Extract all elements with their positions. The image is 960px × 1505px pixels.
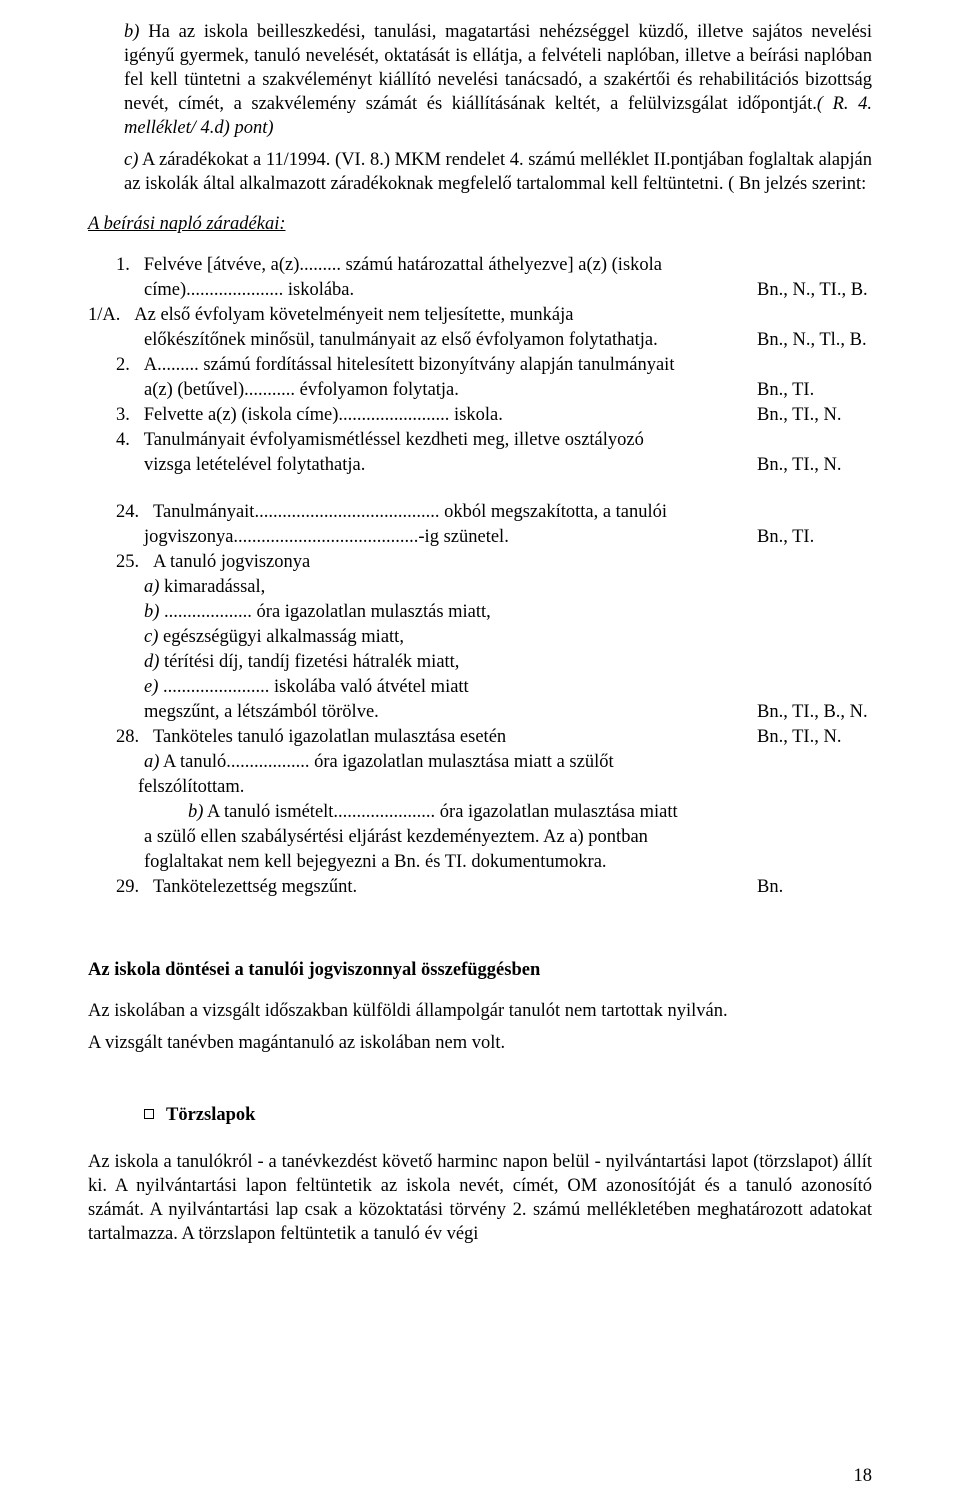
closing: foglaltakat nem kell bejegyezni a Bn. és… bbox=[88, 850, 872, 875]
entry-text: címe)..................... iskolába. bbox=[88, 278, 737, 303]
entry-1-line1: 1. Felvéve [átvéve, a(z)......... számú … bbox=[88, 253, 872, 278]
entry-25-e: e) ....................... iskolába való… bbox=[88, 675, 872, 700]
entry-text: A tanuló jogviszonya bbox=[153, 552, 310, 572]
entry-text: Tanulmányait évfolyamismétléssel kezdhet… bbox=[144, 430, 644, 450]
entry-right: Bn., N., TI., B. bbox=[757, 278, 872, 303]
sub-text: térítési díj, tandíj fizetési hátralék m… bbox=[164, 652, 459, 672]
entry-25-close: megszűnt, a létszámból törölve. Bn., TI.… bbox=[88, 700, 872, 725]
entry-num: 1. bbox=[116, 255, 130, 275]
entry-4-line1: 4. Tanulmányait évfolyamismétléssel kezd… bbox=[88, 428, 872, 453]
entry-text: a(z) (betűvel)........... évfolyamon fol… bbox=[88, 378, 737, 403]
entry-right: Bn. bbox=[757, 875, 872, 900]
entry-text: A......... számú fordítással hitelesítet… bbox=[144, 355, 675, 375]
entry-num: 29. bbox=[116, 877, 139, 897]
sub-text: A tanuló.................. óra igazolatl… bbox=[163, 752, 614, 772]
entry-text: Felvette a(z) (iskola címe).............… bbox=[144, 405, 503, 425]
entry-28-a-close: felszólítottam. bbox=[88, 775, 872, 800]
entry-28-b: b) A tanuló ismételt....................… bbox=[88, 800, 872, 825]
entry-text: Tankötelezettség megszűnt. bbox=[153, 877, 357, 897]
sub-text: ....................... iskolába való át… bbox=[163, 677, 469, 697]
entries-block-2: 24. Tanulmányait........................… bbox=[88, 500, 872, 900]
entry-right: Bn., TI. bbox=[757, 378, 872, 403]
torzslap-label: Törzslapok bbox=[166, 1105, 255, 1125]
label-c: c) bbox=[124, 150, 138, 170]
text-c: A záradékokat a 11/1994. (VI. 8.) MKM re… bbox=[124, 150, 872, 194]
body-line-1: Az iskolában a vizsgált időszakban külfö… bbox=[88, 999, 872, 1023]
entry-2-line1: 2. A......... számú fordítással hitelesí… bbox=[88, 353, 872, 378]
label-b: b) bbox=[124, 22, 139, 42]
section-heading: Az iskola döntései a tanulói jogviszonny… bbox=[88, 960, 872, 981]
closing: felszólítottam. bbox=[88, 775, 872, 800]
entry-text: Az első évfolyam követelményeit nem telj… bbox=[134, 305, 573, 325]
torzslap-text: Az iskola a tanulókról - a tanévkezdést … bbox=[88, 1150, 872, 1246]
entry-text: Tanulmányait............................… bbox=[153, 502, 667, 522]
text-b: Ha az iskola beilleszkedési, tanulási, m… bbox=[124, 22, 872, 114]
entry-text: vizsga letételével folytathatja. bbox=[88, 453, 737, 478]
sub-text: A tanuló ismételt...................... … bbox=[207, 802, 678, 822]
page-container: b) Ha az iskola beilleszkedési, tanulási… bbox=[0, 0, 960, 1505]
sub-label: d) bbox=[144, 652, 159, 672]
entry-24-line2: jogviszonya.............................… bbox=[88, 525, 872, 550]
entry-right: Bn., TI., B., N. bbox=[757, 700, 872, 725]
entry-num: 1/A. bbox=[88, 305, 120, 325]
entry-28-a: a) A tanuló.................. óra igazol… bbox=[88, 750, 872, 775]
entry-25: 25. A tanuló jogviszonya bbox=[88, 550, 872, 575]
sub-label: a) bbox=[144, 577, 159, 597]
entry-text: előkészítőnek minősül, tanulmányait az e… bbox=[88, 328, 737, 353]
entry-28: 28. Tanköteles tanuló igazolatlan mulasz… bbox=[88, 725, 872, 750]
closing: a szülő ellen szabálysértési eljárást ke… bbox=[88, 825, 872, 850]
entry-text: Tanköteles tanuló igazolatlan mulasztása… bbox=[153, 727, 506, 747]
list-item-c: c) A záradékokat a 11/1994. (VI. 8.) MKM… bbox=[124, 148, 872, 196]
entry-text: jogviszonya.............................… bbox=[88, 525, 737, 550]
entry-num: 3. bbox=[116, 405, 130, 425]
entry-24-line1: 24. Tanulmányait........................… bbox=[88, 500, 872, 525]
body-line-2: A vizsgált tanévben magántanuló az iskol… bbox=[88, 1031, 872, 1055]
entry-num: 2. bbox=[116, 355, 130, 375]
entry-25-c: c) egészségügyi alkalmasság miatt, bbox=[88, 625, 872, 650]
entry-4-line2: vizsga letételével folytathatja. Bn., TI… bbox=[88, 453, 872, 478]
torzslap-heading: Törzslapok bbox=[144, 1105, 872, 1126]
sub-label: b) bbox=[188, 802, 203, 822]
entry-29: 29. Tankötelezettség megszűnt. Bn. bbox=[88, 875, 872, 900]
sub-label: e) bbox=[144, 677, 158, 697]
entry-right: Bn., TI., N. bbox=[757, 725, 872, 750]
closing: megszűnt, a létszámból törölve. bbox=[88, 700, 737, 725]
sub-label: a) bbox=[144, 752, 159, 772]
entry-1-line2: címe)..................... iskolába. Bn.… bbox=[88, 278, 872, 303]
entry-28-b-line2: a szülő ellen szabálysértési eljárást ke… bbox=[88, 825, 872, 850]
entry-num: 4. bbox=[116, 430, 130, 450]
entry-1a-line2: előkészítőnek minősül, tanulmányait az e… bbox=[88, 328, 872, 353]
entry-text: Felvéve [átvéve, a(z)......... számú hat… bbox=[144, 255, 662, 275]
entry-right: Bn., TI., N. bbox=[757, 403, 872, 428]
entries-block-1: 1. Felvéve [átvéve, a(z)......... számú … bbox=[88, 253, 872, 478]
sub-label: c) bbox=[144, 627, 158, 647]
page-number: 18 bbox=[854, 1466, 873, 1487]
sub-label: b) bbox=[144, 602, 159, 622]
sub-text: egészségügyi alkalmasság miatt, bbox=[163, 627, 404, 647]
sub-text: kimaradással, bbox=[164, 577, 265, 597]
entry-28-b-line3: foglaltakat nem kell bejegyezni a Bn. és… bbox=[88, 850, 872, 875]
sub-text: ................... óra igazolatlan mula… bbox=[164, 602, 491, 622]
entry-num: 25. bbox=[116, 552, 139, 572]
entry-3: 3. Felvette a(z) (iskola címe)..........… bbox=[88, 403, 872, 428]
entry-25-d: d) térítési díj, tandíj fizetési hátralé… bbox=[88, 650, 872, 675]
entry-num: 24. bbox=[116, 502, 139, 522]
entry-right: Bn., N., Tl., B. bbox=[757, 328, 872, 353]
zaradek-title: A beírási napló záradékai: bbox=[88, 214, 872, 235]
entry-right: Bn., TI. bbox=[757, 525, 872, 550]
entry-right: Bn., TI., N. bbox=[757, 453, 872, 478]
square-bullet-icon bbox=[144, 1109, 154, 1119]
entry-25-a: a) kimaradással, bbox=[88, 575, 872, 600]
entry-2-line2: a(z) (betűvel)........... évfolyamon fol… bbox=[88, 378, 872, 403]
entry-25-b: b) ................... óra igazolatlan m… bbox=[88, 600, 872, 625]
entry-num: 28. bbox=[116, 727, 139, 747]
entry-1a-line1: 1/A. Az első évfolyam követelményeit nem… bbox=[88, 303, 872, 328]
list-item-b: b) Ha az iskola beilleszkedési, tanulási… bbox=[124, 20, 872, 140]
